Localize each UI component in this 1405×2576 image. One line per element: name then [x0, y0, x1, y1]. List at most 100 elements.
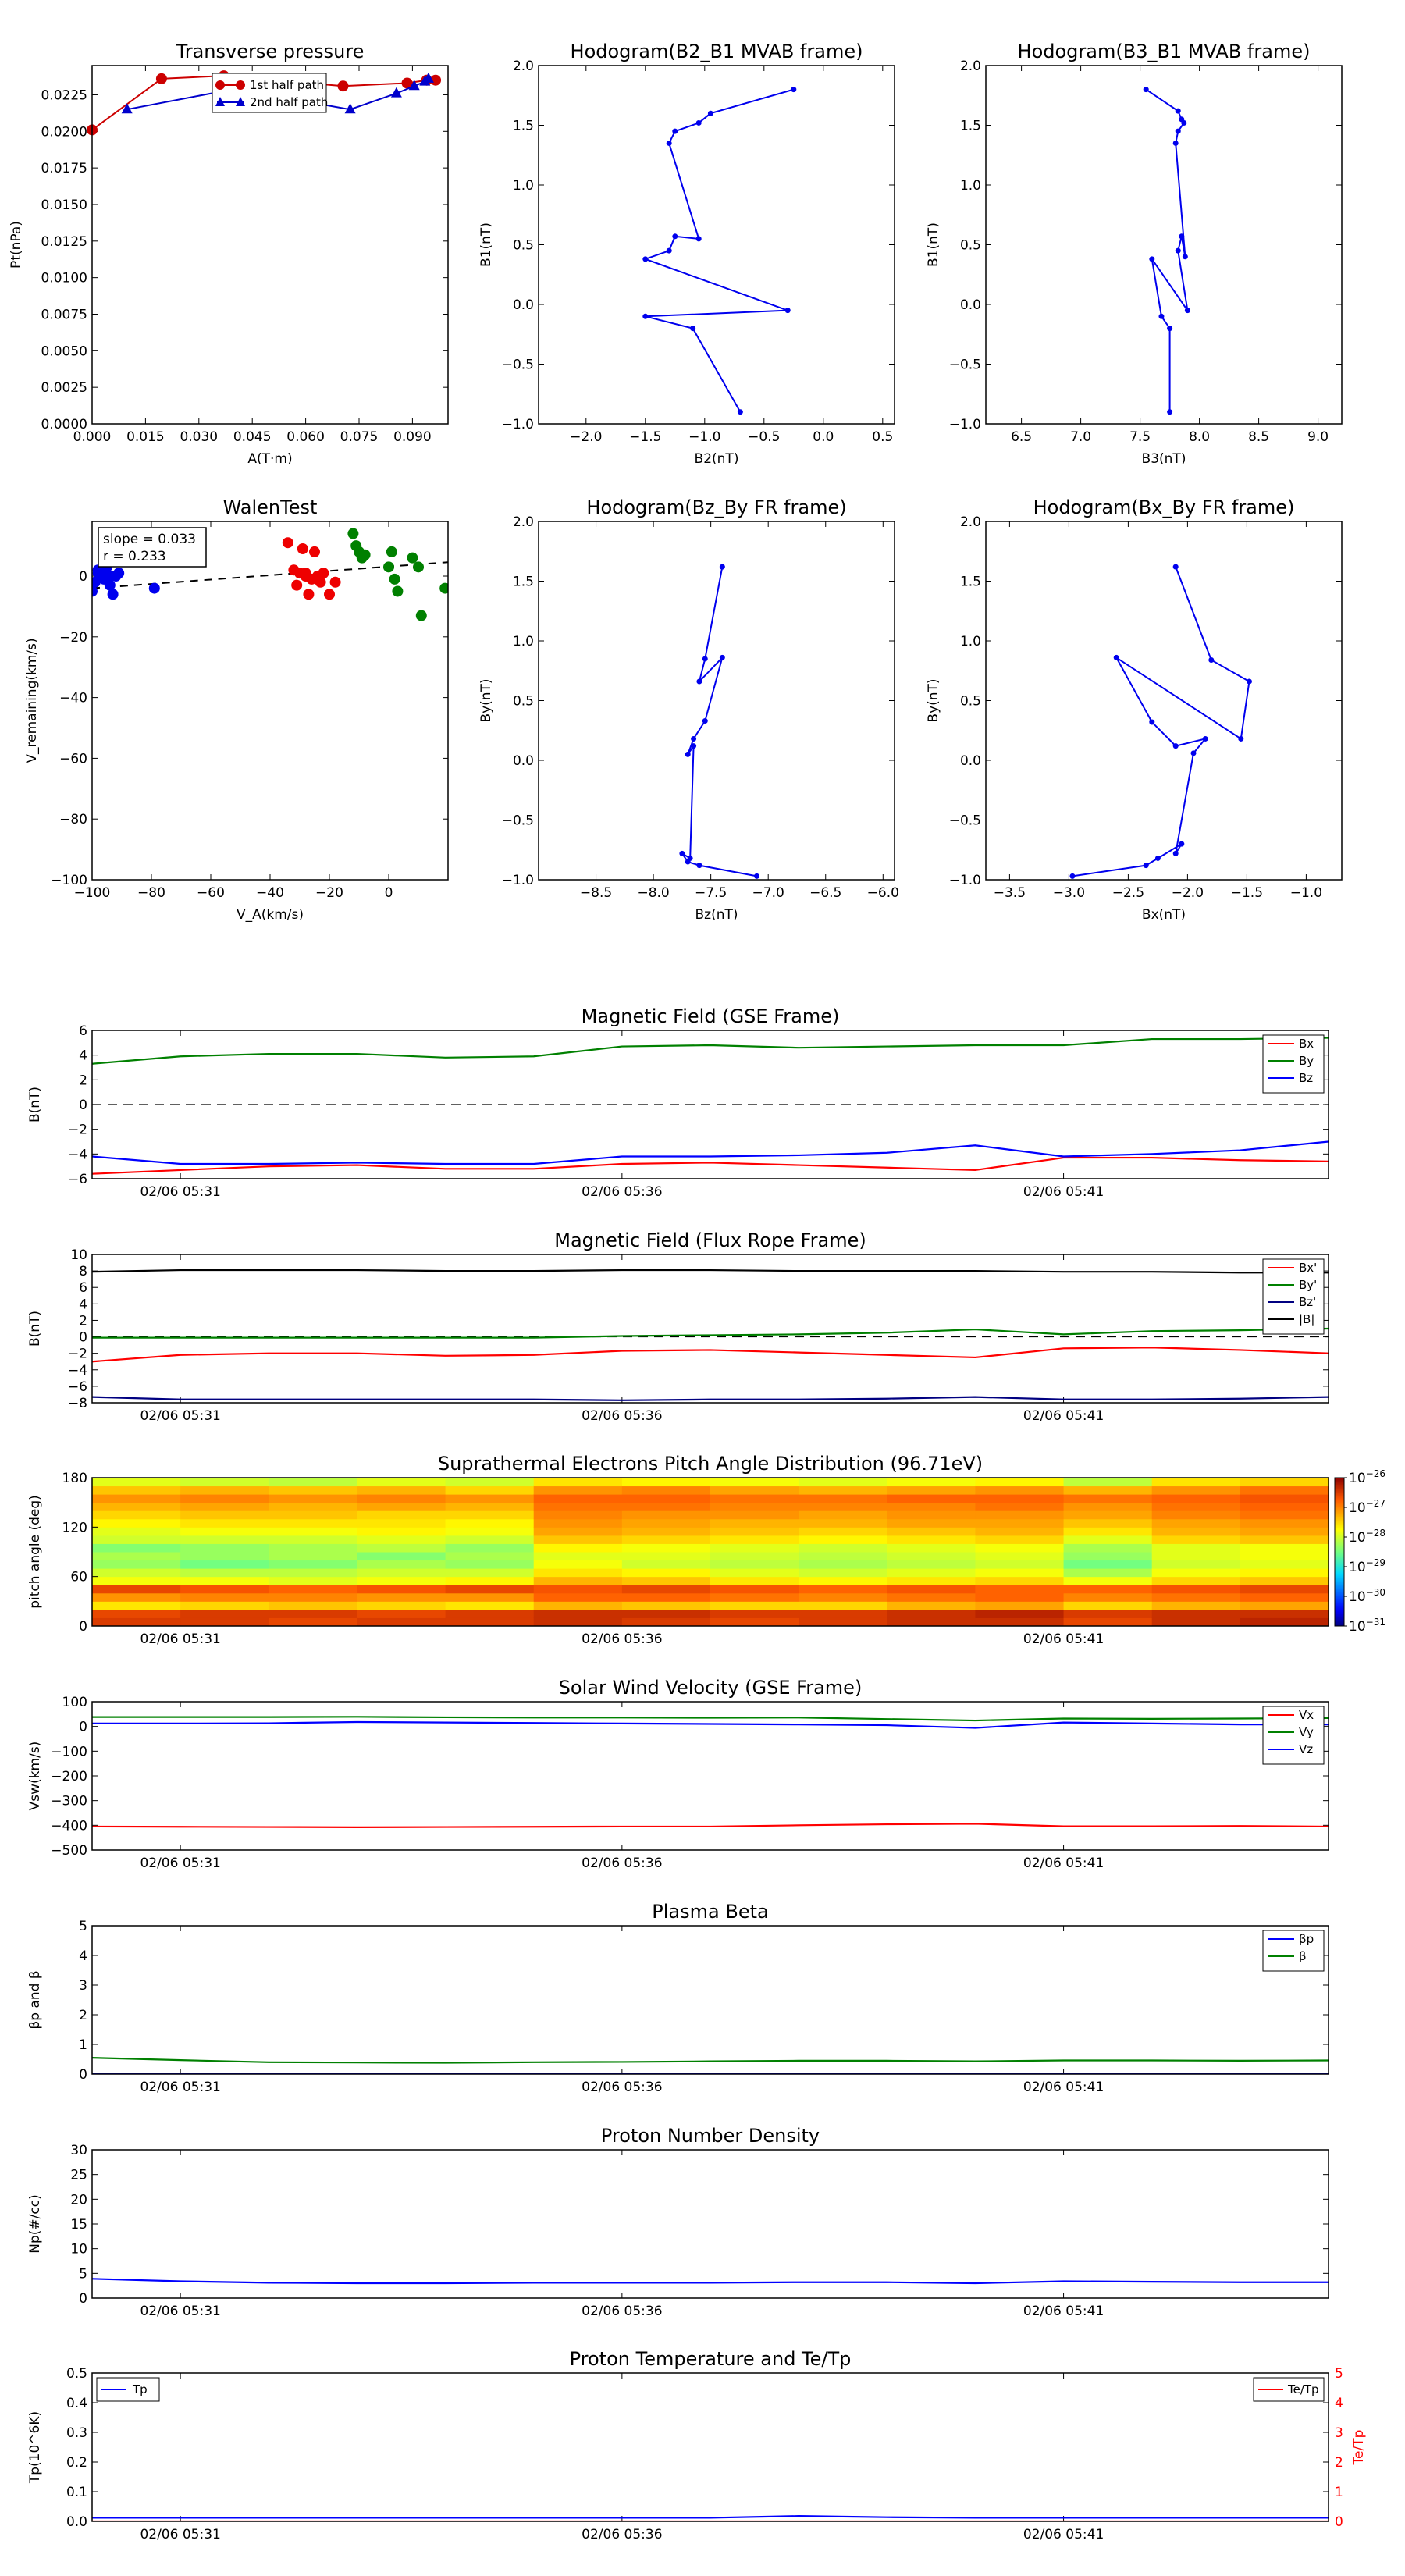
heatmap-cell [533, 1568, 623, 1578]
y-tick-label: 0.3 [66, 2425, 87, 2441]
y-tick-label: 0 [79, 2067, 87, 2083]
data-point [791, 87, 797, 93]
y-tick-label: 0.5 [513, 694, 534, 710]
data-point [679, 850, 685, 856]
data-point [1113, 654, 1119, 660]
colorbar [1334, 1477, 1345, 1627]
heatmap-cell [710, 1585, 799, 1594]
heatmap-cell [799, 1552, 887, 1561]
heatmap-cell [975, 1609, 1065, 1618]
heatmap-cell [180, 1576, 269, 1585]
y-tick-label: 8 [79, 1264, 87, 1279]
legend-label: Tp [132, 2382, 148, 2396]
legend-label: β [1299, 1949, 1307, 1963]
heatmap-cell [180, 1478, 269, 1487]
chart-vsw: Solar Wind Velocity (GSE Frame) −500 −400 −… [27, 1677, 1329, 1871]
data-point [690, 326, 696, 332]
data-point [1172, 850, 1179, 856]
heatmap-cell [975, 1552, 1065, 1561]
heatmap-cell [533, 1617, 623, 1627]
heatmap-cell [887, 1510, 976, 1520]
heatmap-cell [975, 1485, 1065, 1495]
heatmap-cell [180, 1592, 269, 1602]
heatmap-cell [357, 1585, 446, 1594]
heatmap-cell [710, 1576, 799, 1585]
heatmap-cell [357, 1592, 446, 1602]
heatmap-cell [710, 1502, 799, 1511]
heatmap-cell [799, 1543, 887, 1553]
data-point [303, 589, 315, 600]
y-tick-label: 2.0 [960, 514, 981, 530]
y-tick-label: 1.0 [960, 178, 981, 194]
series-line-By [92, 1037, 1329, 1065]
y-tick-label: 0.5 [66, 2366, 87, 2382]
heatmap-cell [621, 1502, 711, 1511]
heatmap-cell [1063, 1478, 1153, 1487]
heatmap-cell [621, 1478, 711, 1487]
heatmap-cell [710, 1568, 799, 1578]
y-tick-label: 1.5 [960, 119, 981, 134]
data-point [1179, 116, 1185, 123]
heatmap-cell [1151, 1568, 1241, 1578]
x-tick-label: −0.5 [748, 429, 780, 445]
x-tick-label: −7.5 [695, 885, 727, 901]
heatmap-cell [1063, 1543, 1153, 1553]
heatmap-cell [887, 1502, 976, 1511]
data-point [92, 576, 101, 588]
heatmap-cell [887, 1518, 976, 1528]
data-point [401, 77, 413, 89]
plot-frame [985, 521, 1343, 881]
heatmap-cell [180, 1527, 269, 1536]
heatmap-cell [445, 1585, 535, 1594]
data-point [784, 308, 791, 314]
legend-label: βp [1299, 1932, 1314, 1946]
data-point [719, 654, 725, 660]
heatmap-cell [445, 1527, 535, 1536]
heatmap-cell [92, 1568, 181, 1578]
heatmap-cell [180, 1568, 269, 1578]
heatmap-cell [533, 1609, 623, 1618]
heatmap-cell [710, 1527, 799, 1536]
y-axis-label: B1(nT) [926, 222, 941, 267]
chart-hodo_b3b1: Hodogram(B3_B1 MVAB frame) −1.0 −0.5 0.0 0.5… [926, 41, 1343, 467]
heatmap-cell [269, 1510, 357, 1520]
heatmap-cell [975, 1543, 1065, 1553]
heatmap-cell [1151, 1560, 1241, 1569]
x-axis-label: Bz(nT) [695, 907, 738, 923]
x-tick-label: 02/06 05:36 [582, 2304, 662, 2319]
y-tick-label: 4 [79, 1048, 87, 1064]
x-tick-label: 02/06 05:41 [1023, 1184, 1104, 1200]
x-tick-label: 02/06 05:31 [140, 2304, 220, 2319]
heatmap-cell [180, 1560, 269, 1569]
x-tick-label: 02/06 05:41 [1023, 1631, 1104, 1647]
heatmap-cell [357, 1576, 446, 1585]
y-right-tick-label: 1 [1335, 2485, 1343, 2500]
heatmap-cell [1240, 1601, 1329, 1610]
data-point [422, 72, 434, 83]
heatmap-cell [621, 1601, 711, 1610]
heatmap-cell [180, 1617, 269, 1627]
heatmap-cell [1240, 1527, 1329, 1536]
x-tick-label: 02/06 05:31 [140, 2080, 220, 2095]
plot-frame [538, 521, 895, 881]
chart-transverse: Transverse pressure 0.0000 0.0025 0.0050 0.0… [9, 41, 449, 467]
data-point [104, 579, 116, 591]
legend-box [212, 73, 327, 113]
heatmap-cell [1240, 1576, 1329, 1585]
data-point [1069, 873, 1076, 879]
y-tick-label: 120 [62, 1520, 87, 1535]
heatmap-cell [269, 1560, 357, 1569]
heatmap-cell [269, 1576, 357, 1585]
data-point [1175, 247, 1181, 254]
x-tick-label: 0.045 [233, 429, 272, 445]
heatmap-cell [357, 1568, 446, 1578]
plot-frame [538, 65, 895, 425]
heatmap-cell [92, 1576, 181, 1585]
data-point [113, 568, 125, 579]
data-point [344, 103, 356, 114]
legend-label: 1st half path [250, 78, 324, 92]
data-point [1208, 656, 1215, 663]
legend-box [1262, 1706, 1325, 1765]
y-tick-label: −20 [59, 630, 87, 646]
y-axis-label: By(nT) [926, 678, 941, 722]
